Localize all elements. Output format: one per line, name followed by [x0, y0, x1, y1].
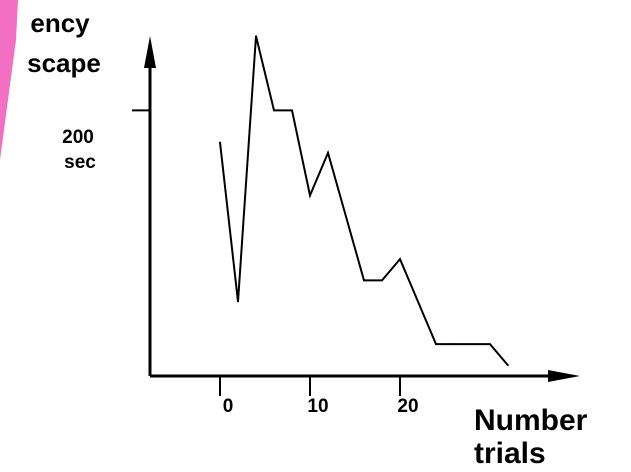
data-point-7: [345, 215, 347, 218]
x-tick-label-10: 10: [307, 396, 328, 417]
data-point-2: [255, 35, 257, 37]
data-point-5: [309, 194, 311, 197]
data-point-6: [327, 152, 329, 154]
data-point-14: [471, 343, 473, 345]
y-axis-label-line-1: ency: [30, 8, 90, 38]
data-point-9: [381, 279, 383, 282]
pink-accent-shape: [0, 0, 18, 160]
y-axis-arrowhead: [144, 36, 156, 68]
x-axis-label-line-1: Number: [474, 404, 588, 437]
data-point-1: [237, 300, 239, 303]
y-tick-label-200: 200: [62, 127, 94, 148]
x-axis-label-line-2: trials: [474, 437, 546, 470]
data-point-10: [399, 258, 401, 260]
data-point-13: [453, 343, 455, 345]
data-point-16: [507, 364, 509, 367]
series-line-0: [219, 35, 509, 367]
data-point-12: [435, 343, 437, 345]
y-tick-label-sec: sec: [64, 152, 96, 173]
x-axis-arrowhead: [548, 370, 580, 382]
x-tick-label-0: 0: [223, 396, 234, 417]
data-point-8: [363, 279, 365, 282]
data-point-15: [489, 343, 491, 345]
data-point-4: [291, 109, 293, 112]
data-point-11: [417, 300, 419, 303]
x-tick-label-20: 20: [397, 396, 418, 417]
data-point-3: [273, 109, 275, 112]
y-axis-label-line-2: scape: [27, 48, 101, 78]
data-point-0: [219, 141, 221, 144]
